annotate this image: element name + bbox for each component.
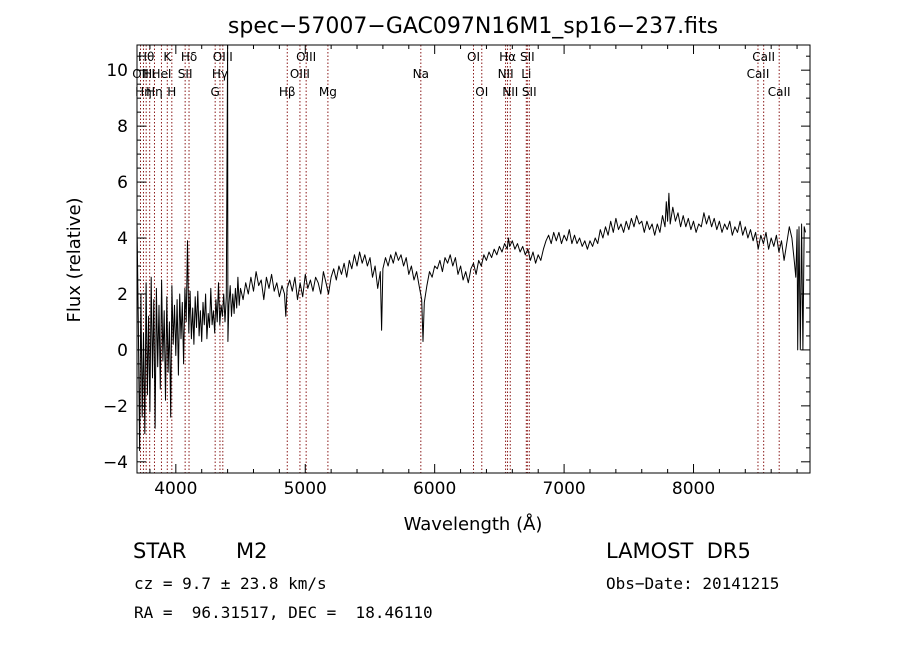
y-tick-label-0: −4 bbox=[103, 453, 128, 473]
y-tick-label-6: 8 bbox=[117, 117, 128, 137]
line-label-6: K bbox=[163, 50, 172, 64]
line-label-10: G bbox=[211, 85, 220, 99]
x-axis-ticks: 4000 5000 6000 7000 8000 bbox=[149, 45, 798, 499]
line-label-27: CaII bbox=[752, 50, 775, 64]
line-label-11: Hγ bbox=[212, 67, 228, 81]
object-subclass: M2 bbox=[236, 539, 268, 563]
y-axis-ticks: −4 −2 0 2 4 6 8 10 bbox=[103, 55, 810, 473]
line-label-28: CaII bbox=[768, 85, 791, 99]
line-label-19: OI bbox=[475, 85, 488, 99]
x-tick-label-2: 6000 bbox=[413, 479, 456, 499]
line-label-15: OIII bbox=[296, 50, 316, 64]
y-tick-label-1: −2 bbox=[103, 397, 128, 417]
chart-title: spec−57007−GAC097N16M1_sp16−237.fits bbox=[228, 14, 718, 39]
y-axis-label: Flux (relative) bbox=[64, 197, 85, 322]
line-label-22: NII bbox=[502, 85, 518, 99]
y-tick-label-3: 2 bbox=[117, 285, 128, 305]
y-tick-label-5: 6 bbox=[117, 173, 128, 193]
spectrum-line-0 bbox=[137, 45, 806, 452]
line-label-12: OIII bbox=[213, 50, 233, 64]
observation-date: Obs−Date: 20141215 bbox=[606, 574, 780, 593]
survey-name: LAMOST DR5 bbox=[606, 539, 751, 563]
emission-line-markers bbox=[139, 45, 780, 473]
line-label-24: SII bbox=[520, 50, 535, 64]
x-tick-label-1: 5000 bbox=[284, 479, 327, 499]
velocity-readout: cz = 9.7 ± 23.8 km/s bbox=[134, 574, 327, 593]
line-label-3: Hι bbox=[143, 67, 156, 81]
plot-frame bbox=[136, 44, 811, 474]
line-label-13: Hβ bbox=[279, 85, 296, 99]
x-axis-label: Wavelength (Å) bbox=[404, 513, 543, 535]
line-label-21: Hα bbox=[499, 50, 516, 64]
x-tick-label-0: 4000 bbox=[154, 479, 197, 499]
line-label-26: CaII bbox=[747, 67, 770, 81]
line-label-7: H bbox=[167, 85, 176, 99]
line-label-2: Hθ bbox=[138, 50, 154, 64]
line-label-25: SII bbox=[522, 85, 537, 99]
line-label-1: Hη bbox=[135, 85, 152, 99]
line-label-8: SII bbox=[178, 67, 193, 81]
x-tick-label-4: 8000 bbox=[672, 479, 715, 499]
x-tick-label-3: 7000 bbox=[542, 479, 585, 499]
coordinates-readout: RA = 96.31517, DEC = 18.46110 bbox=[134, 603, 433, 622]
line-label-5: HeI bbox=[151, 67, 171, 81]
line-label-20: NII bbox=[498, 67, 514, 81]
y-tick-label-7: 10 bbox=[106, 61, 128, 81]
line-label-23: Li bbox=[521, 67, 531, 81]
y-tick-label-4: 4 bbox=[117, 229, 128, 249]
line-label-14: OIII bbox=[290, 67, 310, 81]
line-label-18: OI bbox=[467, 50, 480, 64]
object-class: STAR bbox=[133, 539, 187, 563]
line-label-16: Mg bbox=[319, 85, 337, 99]
line-label-9: Hδ bbox=[181, 50, 197, 64]
y-tick-label-2: 0 bbox=[117, 341, 128, 361]
emission-line-labels: OIIHηHθHιHηHeIKHSIIHδGHγOIIIHβOIIIOIIIMg… bbox=[132, 50, 790, 99]
line-label-4: Hη bbox=[146, 85, 163, 99]
line-label-17: Na bbox=[413, 67, 429, 81]
spectrum-series bbox=[137, 45, 806, 452]
